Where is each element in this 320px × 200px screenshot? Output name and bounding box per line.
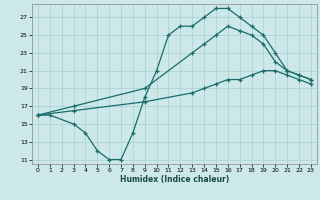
X-axis label: Humidex (Indice chaleur): Humidex (Indice chaleur) (120, 175, 229, 184)
